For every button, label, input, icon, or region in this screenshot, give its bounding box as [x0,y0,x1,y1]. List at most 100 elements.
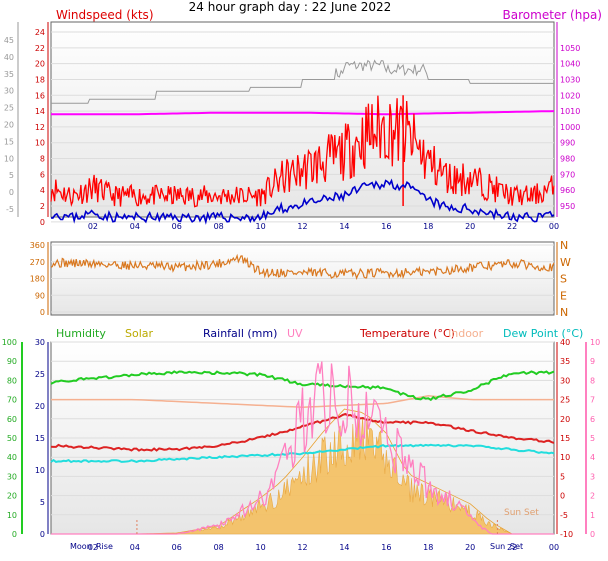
windspeed-tick-label: 10 [35,139,45,148]
average-wind-line [50,178,555,225]
wind-direction-series [50,253,555,281]
outer-tick-label: 35 [4,70,14,79]
humidity-tick-label: 20 [7,492,17,501]
wind-direction-line [50,253,555,281]
rain-tick-label: 30 [35,338,45,347]
sun-label: Sun [490,542,505,551]
wind-baro-plot-area [50,21,555,218]
outer-tick-label: 40 [4,53,14,62]
outer-tick-label: 5 [9,171,14,180]
rain-tick-label: 10 [35,466,45,475]
barometer-tick-label: 1020 [560,91,580,100]
rain-tick-label: 0 [40,530,45,539]
legend-label: Temperature (°C) [359,327,455,340]
x-tick-label: 12 [297,222,307,231]
uv-tick-label: 3 [590,472,595,481]
windspeed-tick-label: 0 [40,218,45,227]
direction-degree-ticks: 360 270 180 90 0 [30,241,49,317]
x-tick-label: 20 [465,222,475,231]
outer-tick-label: 45 [4,36,14,45]
barometer-tick-label: 1030 [560,75,580,84]
temperature-line [50,412,555,452]
x-tick-label: 18 [423,543,433,552]
humidity-tick-label: 50 [7,434,17,443]
compass-tick-label: E [560,289,567,302]
uv-tick-label: 4 [590,453,595,462]
legend-label: Humidity [56,327,106,340]
x-tick-label: 04 [130,543,140,552]
x-tick-label: 08 [214,222,224,231]
temperature-tick-label: 35 [560,357,570,366]
outer-tick-label: 30 [4,87,14,96]
uv-tick-label: 5 [590,434,595,443]
windspeed-tick-label: 2 [40,202,45,211]
humidity-tick-label: 40 [7,453,17,462]
barometer-tick-label: 990 [560,139,575,148]
uv-tick-label: 2 [590,492,595,501]
temperature-tick-label: 0 [560,492,565,501]
temperature-tick-label: 30 [560,376,570,385]
humidity-tick-label: 60 [7,415,17,424]
degree-tick-label: 90 [35,291,45,300]
legend-label: UV [287,327,303,340]
outer-tick-label: 0 [9,188,14,197]
moon-label: Moon [70,542,92,551]
x-tick-label: 00 [549,222,559,231]
humidity-tick-label: 70 [7,396,17,405]
graph-title: 24 hour graph day : 22 June 2022 [189,0,392,14]
x-tick-label: 10 [255,222,265,231]
windspeed-label: Windspeed (kts) [56,8,154,22]
wind-baro-x-ticks: 02 04 06 08 10 12 14 16 18 20 22 00 [88,222,559,231]
x-tick-label: 06 [172,543,182,552]
moon-sun-markers: Moon Rise Sun Set [70,542,523,551]
compass-tick-label: W [560,256,571,269]
temp-humidity-legend: Humidity Solar Rainfall (mm) UV Temperature … [56,327,583,340]
uv-line [51,361,554,535]
barometer-tick-label: 1010 [560,107,580,116]
windspeed-tick-label: 22 [35,44,45,53]
outer-tick-label: 15 [4,137,14,146]
legend-label: Indoor [448,327,484,340]
degree-tick-label: 0 [40,308,45,317]
outer-tick-label: 10 [4,154,14,163]
windspeed-tick-label: 24 [35,28,45,37]
uv-tick-label: 0 [590,530,595,539]
wind-direction-gridlines [51,244,554,313]
rain-tick-label: 15 [35,434,45,443]
uv-tick-label: 1 [590,511,595,520]
temperature-tick-label: 5 [560,472,565,481]
x-tick-label: 16 [381,543,391,552]
x-tick-label: 06 [172,222,182,231]
temp-humidity-x-ticks: 02 04 06 08 10 12 14 16 18 20 22 00 [88,543,559,552]
compass-tick-label: N [560,239,568,252]
moon-rise-label: Rise [96,542,113,551]
outer-tick-label: 25 [4,104,14,113]
wind-baro-series [50,59,555,225]
dew-point-line [50,443,555,464]
barometer-tick-label: 1000 [560,123,580,132]
rain-tick-label: 5 [40,498,45,507]
x-tick-label: 04 [130,222,140,231]
windspeed-tick-label: 16 [35,91,45,100]
barometer-label: Barometer (hpa) [503,8,602,22]
temperature-tick-label: 15 [560,434,570,443]
humidity-tick-label: 90 [7,357,17,366]
barometer-axis-ticks: 1050 1040 1030 1020 1010 1000 990 980 970 960 950 [556,22,580,217]
wind-outer-axis-ticks: 45 40 35 30 25 20 15 10 5 0 -5 [4,22,19,217]
uv-tick-label: 10 [590,338,600,347]
humidity-tick-label: 0 [12,530,17,539]
compass-tick-label: N [560,306,568,319]
uv-tick-label: 6 [590,415,595,424]
temperature-tick-label: 25 [560,396,570,405]
x-tick-label: 02 [88,543,98,552]
humidity-tick-label: 100 [2,338,17,347]
legend-label: Rainfall (mm) [203,327,277,340]
x-tick-label: 16 [381,222,391,231]
sun-set-bottom-label: Set [510,542,523,551]
compass-tick-label: S [560,273,567,286]
temp-humidity-panel: Humidity Solar Rainfall (mm) UV Temperature … [2,327,600,552]
